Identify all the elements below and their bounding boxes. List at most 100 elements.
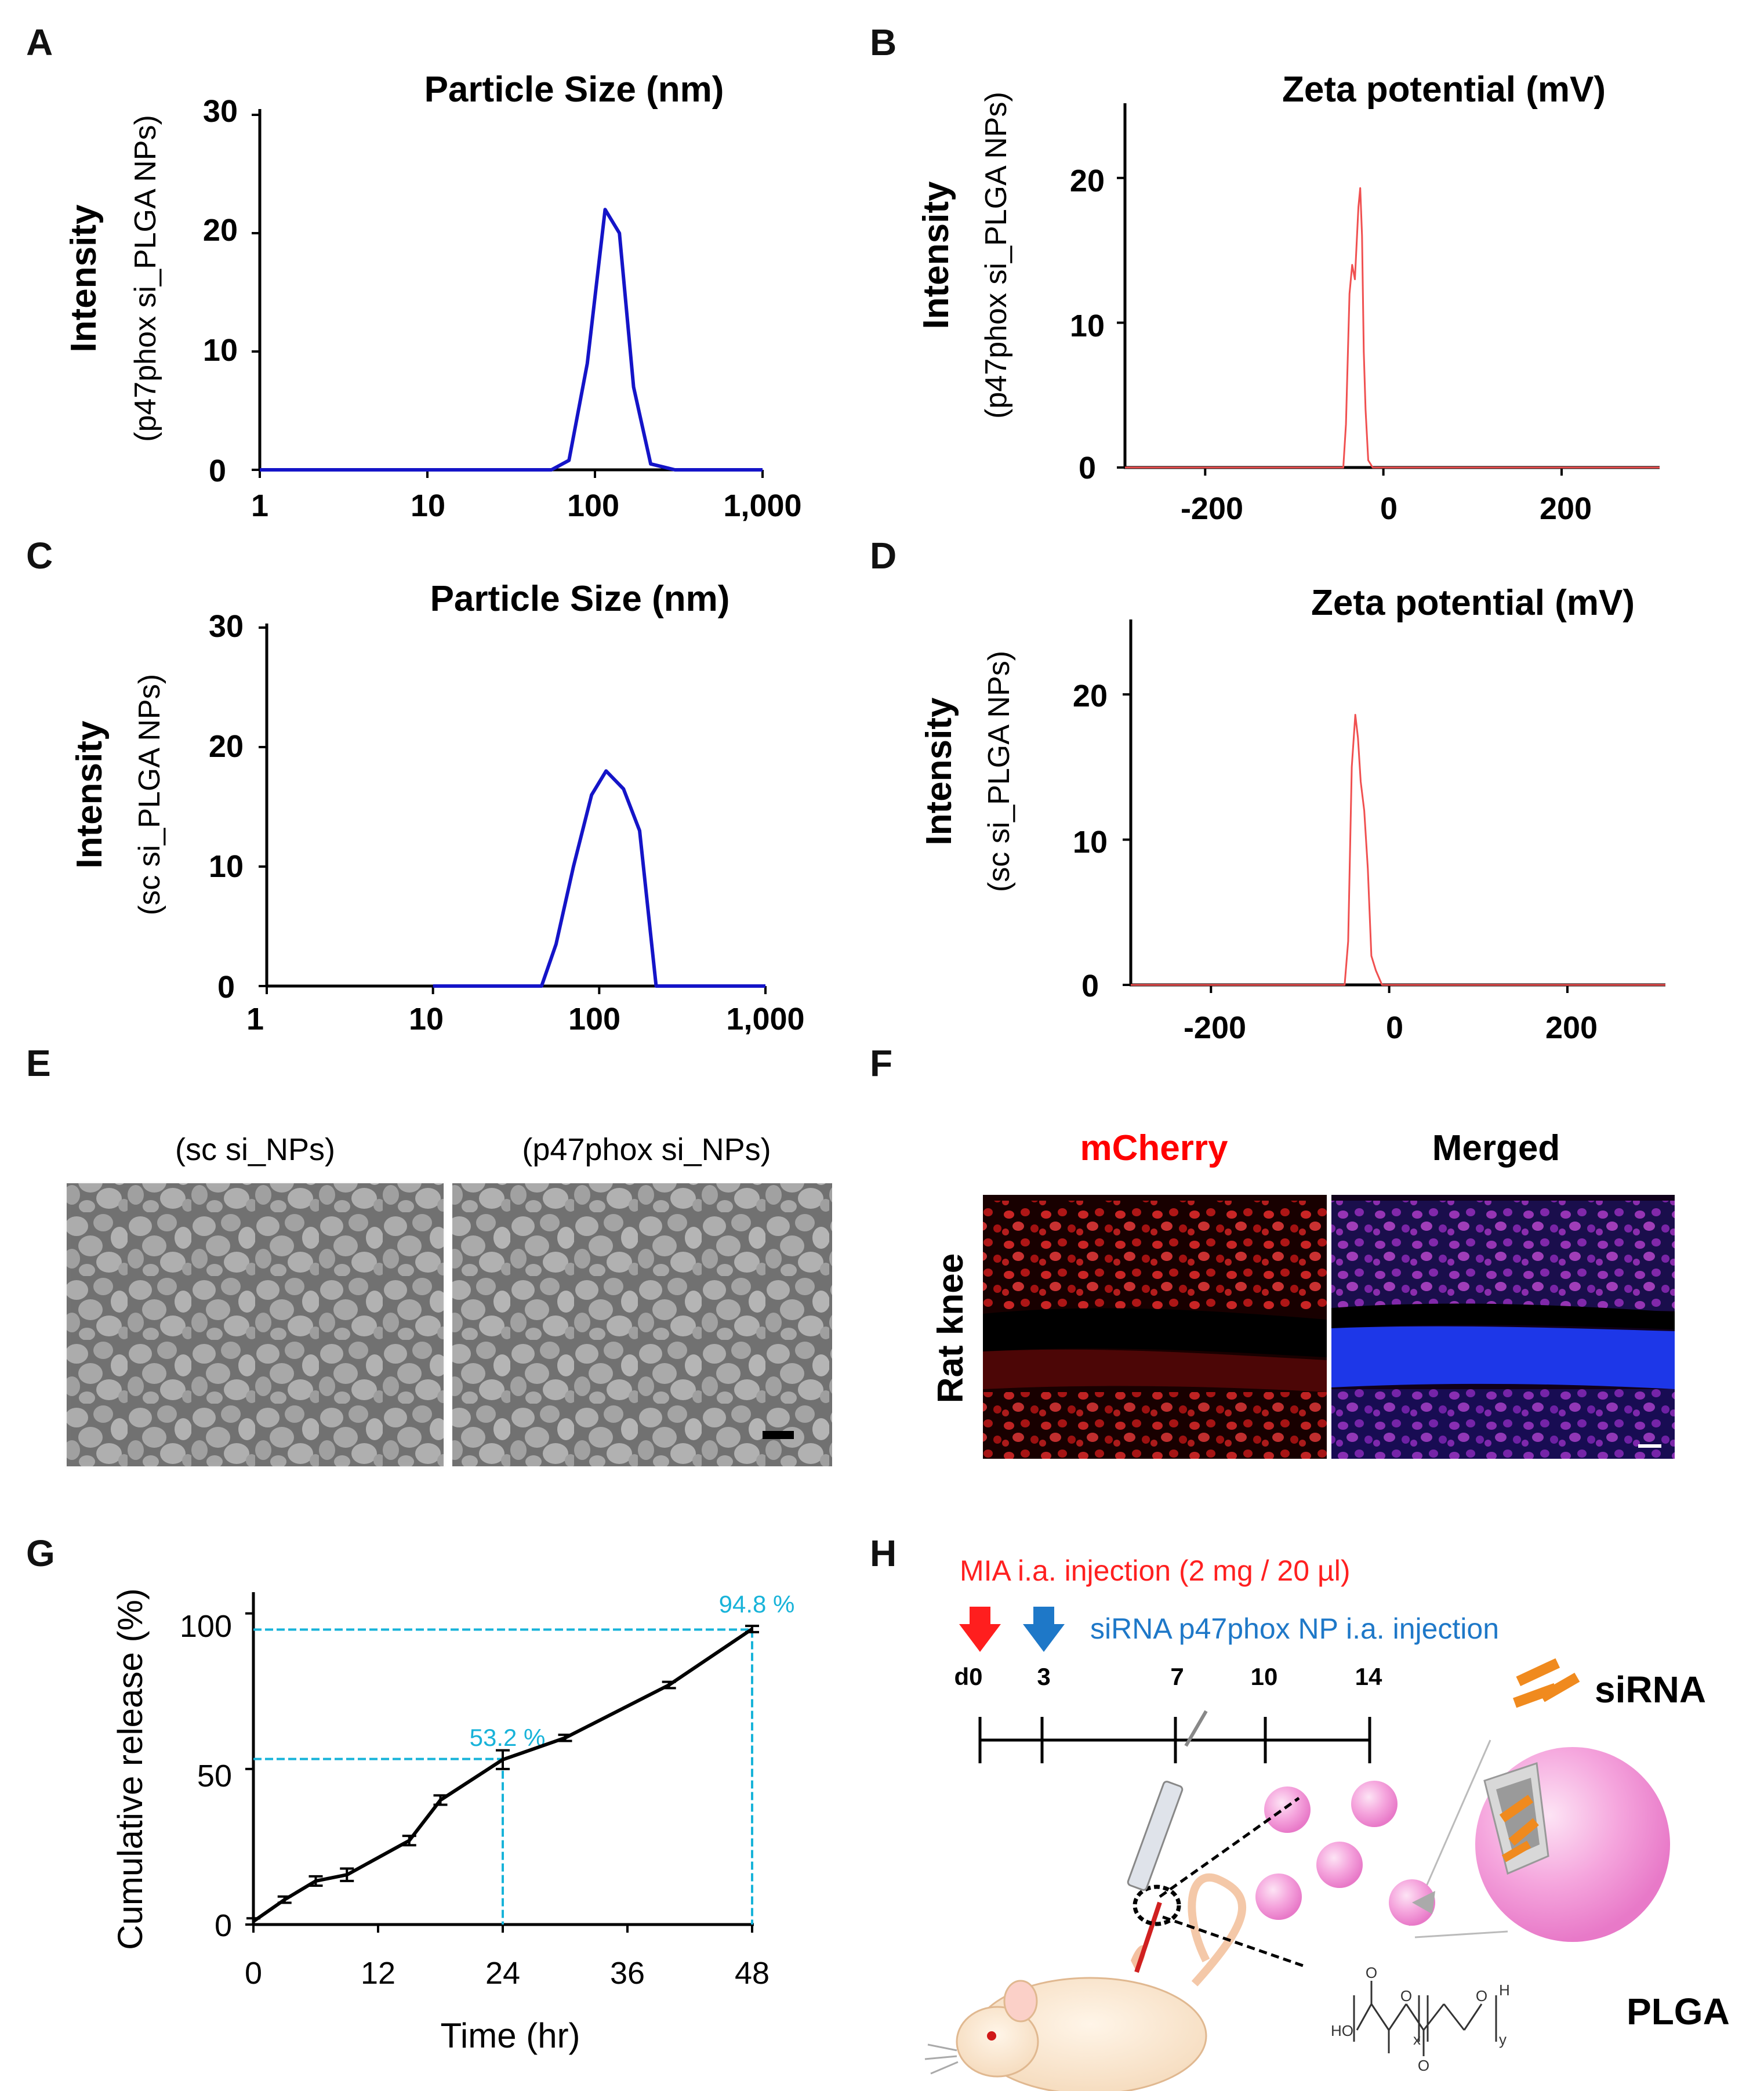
panel-label-h: H xyxy=(870,1532,896,1574)
x-tick-label: 48 xyxy=(735,1956,770,1991)
y-axis-sublabel: (sc si_PLGA NPs) xyxy=(982,651,1016,892)
y-axis-label: Intensity xyxy=(916,181,956,329)
x-tick-label: 0 xyxy=(245,1956,262,1991)
mia-arrow-icon xyxy=(959,1607,1001,1652)
panel-label-a: A xyxy=(26,21,53,63)
y-axis-label: Cumulative release (%) xyxy=(111,1588,150,1950)
x-tick-label: 24 xyxy=(485,1956,520,1991)
plga-label: PLGA xyxy=(1627,1991,1730,2032)
sirna-label: siRNA xyxy=(1595,1669,1706,1711)
timeline xyxy=(978,1717,1371,1763)
x-tick-label: 10 xyxy=(409,1002,444,1037)
x-tick-label: 1 xyxy=(246,1002,264,1037)
x-tick-label: 200 xyxy=(1545,1010,1598,1045)
series-line xyxy=(260,208,763,472)
sem-left-caption: (sc si_NPs) xyxy=(175,1132,335,1167)
x-tick-label: 100 xyxy=(567,488,619,523)
y-tick-label: 0 xyxy=(1081,969,1099,1003)
series-line xyxy=(252,1628,753,1923)
x-tick-label: -200 xyxy=(1181,491,1243,526)
day-label: 7 xyxy=(1170,1663,1184,1690)
y-tick-label: 0 xyxy=(1079,451,1096,485)
chart-g-cumulative-release: Cumulative release (%) Time (hr) 0 50 10… xyxy=(111,1588,794,2055)
chem-o: O xyxy=(1366,1964,1377,1981)
x-tick-label: 10 xyxy=(411,488,445,523)
x-tick-label: 0 xyxy=(1386,1010,1403,1045)
x-tick-label: 0 xyxy=(1380,491,1398,526)
rat-knee-label: Rat knee xyxy=(931,1253,971,1403)
y-tick-label: 20 xyxy=(1070,164,1105,198)
mia-injection-text: MIA i.a. injection (2 mg / 20 µl) xyxy=(960,1554,1351,1587)
chart-c-size-distribution: Particle Size (nm) Intensity (sc si_PLGA… xyxy=(70,579,805,1037)
plga-chemical-structure xyxy=(1353,1981,1497,2056)
y-axis-label: Intensity xyxy=(919,697,959,845)
annotation-label: 94.8 % xyxy=(719,1590,795,1618)
sem-images-panel: (sc si_NPs) (p47phox si_NPs) xyxy=(67,1132,832,1466)
experimental-scheme: MIA i.a. injection (2 mg / 20 µl) siRNA … xyxy=(924,1554,1730,2091)
panel-label-f: F xyxy=(870,1042,892,1084)
sem-image-p47phox xyxy=(452,1183,832,1466)
x-tick-label: 12 xyxy=(361,1956,395,1991)
y-axis-sublabel: (p47phox si_PLGA NPs) xyxy=(979,92,1013,419)
panel-label-b: B xyxy=(870,21,896,63)
y-tick-label: 0 xyxy=(209,454,226,488)
y-axis-label: Intensity xyxy=(64,204,104,352)
sirna-strands-icon xyxy=(1513,1658,1580,1708)
chem-x: x xyxy=(1413,2031,1421,2048)
y-tick-label: 30 xyxy=(209,609,244,644)
sem-right-caption: (p47phox si_NPs) xyxy=(522,1132,771,1167)
y-tick-label: 100 xyxy=(180,1609,232,1644)
panel-label-c: C xyxy=(26,535,53,577)
day-label: 10 xyxy=(1251,1663,1278,1690)
merged-caption: Merged xyxy=(1432,1128,1560,1168)
series-line xyxy=(1131,713,1665,986)
series-line xyxy=(433,769,765,988)
y-axis-label: Intensity xyxy=(70,720,110,868)
merged-image xyxy=(1331,1195,1675,1459)
y-tick-label: 10 xyxy=(1070,309,1105,343)
chem-o: O xyxy=(1400,1987,1412,2005)
chem-ho: HO xyxy=(1331,2022,1353,2039)
mcherry-image xyxy=(983,1195,1327,1459)
y-tick-label: 0 xyxy=(217,970,235,1005)
series-line xyxy=(1125,187,1660,469)
chem-y: y xyxy=(1499,2031,1507,2048)
x-tick-label: 1,000 xyxy=(723,488,801,523)
mcherry-caption: mCherry xyxy=(1080,1128,1229,1168)
chem-o: O xyxy=(1476,1987,1487,2005)
y-tick-label: 10 xyxy=(203,333,238,368)
x-tick-label: 100 xyxy=(568,1002,620,1037)
day-label: 3 xyxy=(1037,1663,1050,1690)
chart-b-zeta-potential: Zeta potential (mV) Intensity (p47phox s… xyxy=(916,70,1660,526)
x-tick-label: 36 xyxy=(610,1956,645,1991)
y-tick-label: 10 xyxy=(209,849,244,884)
chart-title: Particle Size (nm) xyxy=(430,579,730,619)
y-tick-label: 20 xyxy=(1073,679,1108,713)
nanoparticle-illustration: siRNA xyxy=(1408,1658,1706,1942)
fluorescence-panel: mCherry Merged Rat knee xyxy=(931,1128,1675,1459)
y-tick-label: 20 xyxy=(209,729,244,764)
y-axis-sublabel: (sc si_PLGA NPs) xyxy=(133,674,166,915)
x-tick-label: -200 xyxy=(1184,1010,1246,1045)
sirna-injection-text: siRNA p47phox NP i.a. injection xyxy=(1090,1612,1499,1645)
y-tick-label: 30 xyxy=(203,94,238,129)
y-axis-sublabel: (p47phox si_PLGA NPs) xyxy=(129,115,162,442)
chart-d-zeta-potential: Zeta potential (mV) Intensity (sc si_PLG… xyxy=(919,583,1665,1045)
chem-h: H xyxy=(1499,1981,1510,1999)
x-axis-label: Time (hr) xyxy=(440,2016,580,2055)
panel-label-g: G xyxy=(26,1532,55,1574)
x-tick-label: 200 xyxy=(1540,491,1592,526)
y-tick-label: 20 xyxy=(203,213,238,248)
panel-label-d: D xyxy=(870,535,896,577)
y-tick-label: 10 xyxy=(1073,825,1108,860)
small-nanoparticles xyxy=(1255,1781,1435,1926)
chart-title: Zeta potential (mV) xyxy=(1311,583,1635,623)
scale-bar xyxy=(763,1431,794,1439)
x-tick-label: 1 xyxy=(251,488,268,523)
day-label: d0 xyxy=(954,1663,982,1690)
x-tick-label: 1,000 xyxy=(726,1002,804,1037)
rat-with-syringe-illustration xyxy=(924,1710,1305,2091)
chart-title: Particle Size (nm) xyxy=(424,70,724,110)
day-label: 14 xyxy=(1355,1663,1382,1690)
